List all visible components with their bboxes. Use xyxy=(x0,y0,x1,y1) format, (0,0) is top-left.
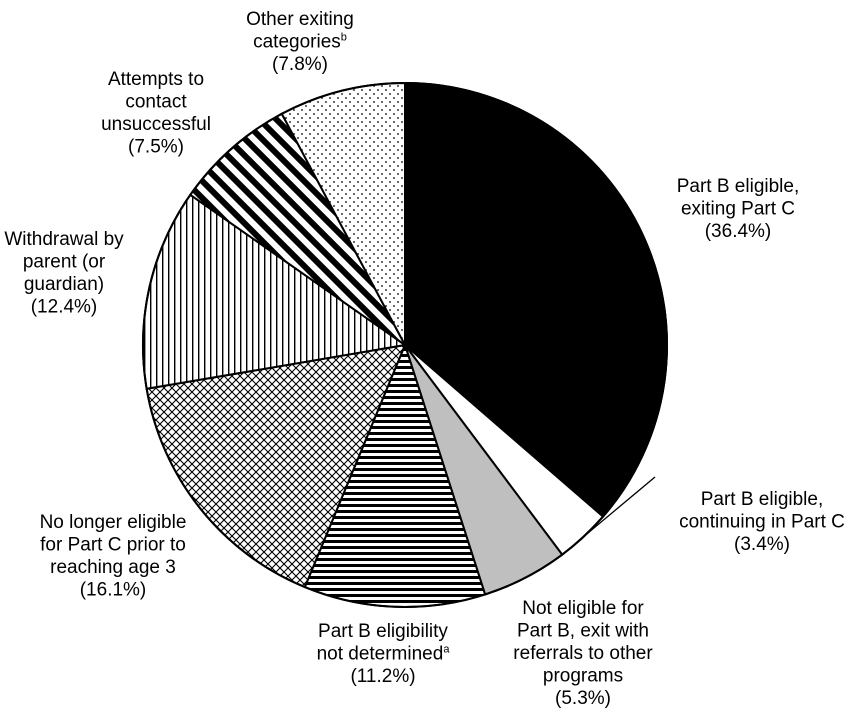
slice-label-line: categories xyxy=(253,32,341,53)
slice-label-line: (16.1%) xyxy=(80,580,147,601)
leader-lines xyxy=(583,476,656,538)
slice-label-line: Part B eligible, xyxy=(677,176,800,197)
slice-label-line: (7.5%) xyxy=(128,137,184,158)
slice-label-line: (3.4%) xyxy=(734,534,790,555)
slice-labels: Part B eligible, exiting Part C (36.4%)Par… xyxy=(4,9,845,709)
leader-line-part-b-eligible-continuing-in-part-c xyxy=(583,476,656,538)
slice-label-other-exiting-categories: Other exiting categoriesb (7.8%) xyxy=(246,9,354,75)
slice-label-line: (36.4%) xyxy=(705,221,772,242)
pie-slices xyxy=(142,81,668,608)
slice-label-withdrawal-by-parent-or-guardian: Withdrawal by parent (or guardian) (12.4%) xyxy=(4,229,124,318)
slice-label-line: not determined xyxy=(317,644,444,665)
slice-label-line: exiting Part C xyxy=(681,199,795,220)
slice-label-not-eligible-for-part-b-exit-with-referrals-to-other-programs: Not eligible for Part B, exit with referra… xyxy=(513,598,653,709)
slice-label-part-b-eligible-exiting-part-c: Part B eligible, exiting Part C (36.4%) xyxy=(677,176,800,242)
footnote-marker: b xyxy=(341,32,347,44)
slice-label-line: Part B, exit with xyxy=(517,621,649,642)
slice-label-line: contact xyxy=(125,92,187,113)
slice-label-part-b-eligible-continuing-in-part-c: Part B eligible, continuing in Part C (3.4… xyxy=(679,489,845,555)
slice-label-line: Withdrawal by xyxy=(4,229,124,250)
slice-label-line: referrals to other xyxy=(513,643,653,664)
slice-label-part-b-eligibility-not-determined: Part B eligibility not determineda (11.2%) xyxy=(317,621,451,687)
slice-label-line: reaching age 3 xyxy=(50,557,176,578)
slice-label-line: Part B eligible, xyxy=(701,489,824,510)
slice-label-no-longer-eligible-for-part-c-prior-to-reaching-age-3: No longer eligible for Part C prior to rea… xyxy=(40,512,187,601)
slice-label-line: No longer eligible xyxy=(40,512,187,533)
slice-label-line: unsuccessful xyxy=(101,114,211,135)
slice-label-line: (7.8%) xyxy=(272,54,328,75)
footnote-marker: a xyxy=(443,644,450,656)
slice-label-line: continuing in Part C xyxy=(679,512,845,533)
slice-label-line: (12.4%) xyxy=(31,297,98,318)
pie-outline xyxy=(142,82,668,608)
slice-label-line: parent (or xyxy=(23,252,106,273)
slice-label-attempts-to-contact-unsuccessful: Attempts to contact unsuccessful (7.5%) xyxy=(101,69,211,158)
slice-label-line: Not eligible for xyxy=(522,598,644,619)
slice-label-line: Attempts to xyxy=(108,69,204,90)
slice-label-line: Other exiting xyxy=(246,9,354,30)
slice-label-line: guardian) xyxy=(24,274,104,295)
slice-label-line: Part B eligibility xyxy=(318,621,448,642)
slice-label-line: for Part C prior to xyxy=(40,535,186,556)
slice-label-line: programs xyxy=(543,666,623,687)
slice-label-line: (11.2%) xyxy=(350,666,415,687)
slice-label-line: (5.3%) xyxy=(555,688,611,709)
